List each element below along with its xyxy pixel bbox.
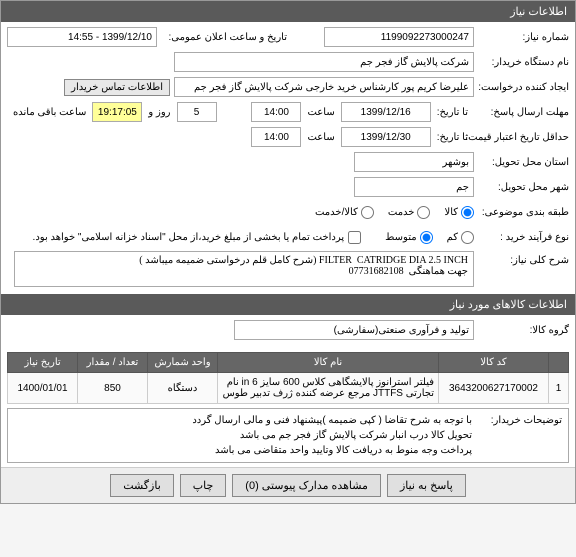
label-budget-type: طبقه بندی موضوعی: xyxy=(474,207,569,218)
items-table: کد کالا نام کالا واحد شمارش تعداد / مقدا… xyxy=(7,352,569,404)
reply-button[interactable]: پاسخ به نیاز xyxy=(387,474,466,497)
td-unit: دستگاه xyxy=(148,373,218,404)
contact-info-button[interactable]: اطلاعات تماس خریدار xyxy=(64,79,170,96)
row-budget-type: طبقه بندی موضوعی: کالا خدمت کالا/خدمت xyxy=(7,201,569,223)
radio-low[interactable] xyxy=(461,231,474,244)
label-province: استان محل تحویل: xyxy=(474,157,569,168)
td-qty: 850 xyxy=(78,373,148,404)
label-need-number: شماره نیاز: xyxy=(474,32,569,43)
th-idx xyxy=(549,353,569,373)
field-days-left: 5 xyxy=(177,102,217,122)
label-city: شهر محل تحویل: xyxy=(474,182,569,193)
table-header-row: کد کالا نام کالا واحد شمارش تعداد / مقدا… xyxy=(8,353,569,373)
row-goods-group: گروه کالا: تولید و فرآوری صنعتی(سفارشی) xyxy=(7,319,569,341)
th-date: تاریخ نیاز xyxy=(8,353,78,373)
field-deadline-time: 14:00 xyxy=(251,102,301,122)
budget-radio-group: کالا خدمت کالا/خدمت xyxy=(303,206,474,219)
label-to-date-2: تا تاریخ: xyxy=(437,132,468,143)
td-date: 1400/01/01 xyxy=(8,373,78,404)
radio-goods-service[interactable] xyxy=(361,206,374,219)
row-buyer-org: نام دستگاه خریدار: شرکت پالایش گاز فجر ج… xyxy=(7,51,569,73)
field-creator: علیرضا کریم پور کارشناس خرید خارجی شرکت … xyxy=(174,77,474,97)
table-row: 1 3643200627170002 فیلتر استرانوز پالایش… xyxy=(8,373,569,404)
field-buyer-org: شرکت پالایش گاز فجر جم xyxy=(174,52,474,72)
radio-goods-label[interactable]: کالا xyxy=(444,206,474,219)
label-public-datetime: تاریخ و ساعت اعلان عمومی: xyxy=(157,32,287,43)
label-general-desc: شرح کلی نیاز: xyxy=(474,251,569,266)
row-creator: ایجاد کننده درخواست: علیرضا کریم پور کار… xyxy=(7,76,569,98)
row-validity: حداقل تاریخ اعتبار قیمت: تا تاریخ: 1399/… xyxy=(7,126,569,148)
radio-service-text: خدمت xyxy=(388,207,415,218)
purchase-radio-group: کم متوسط xyxy=(373,231,474,244)
radio-service[interactable] xyxy=(417,206,430,219)
radio-goods-service-label[interactable]: کالا/خدمت xyxy=(315,206,374,219)
items-form-area: گروه کالا: تولید و فرآوری صنعتی(سفارشی) xyxy=(1,315,575,348)
radio-goods-text: کالا xyxy=(444,207,458,218)
field-time-left: 19:17:05 xyxy=(92,102,142,122)
label-buyer-notes: توضیحات خریدار: xyxy=(472,413,562,458)
field-goods-group: تولید و فرآوری صنعتی(سفارشی) xyxy=(234,320,474,340)
label-goods-group: گروه کالا: xyxy=(474,325,569,336)
radio-goods[interactable] xyxy=(461,206,474,219)
field-deadline-date: 1399/12/16 xyxy=(341,102,431,122)
row-city: شهر محل تحویل: جم xyxy=(7,176,569,198)
field-need-number: 1199092273000247 xyxy=(324,27,474,47)
form-area: شماره نیاز: 1199092273000247 تاریخ و ساع… xyxy=(1,22,575,294)
td-idx: 1 xyxy=(549,373,569,404)
label-purchase-type: نوع فرآیند خرید : xyxy=(474,232,569,243)
radio-service-label[interactable]: خدمت xyxy=(388,206,431,219)
row-general-desc: شرح کلی نیاز: xyxy=(7,251,569,287)
radio-low-label[interactable]: کم xyxy=(447,231,474,244)
radio-goods-service-text: کالا/خدمت xyxy=(315,207,358,218)
label-creator: ایجاد کننده درخواست: xyxy=(474,82,569,93)
row-purchase-type: نوع فرآیند خرید : کم متوسط پرداخت تمام ی… xyxy=(7,226,569,248)
radio-low-text: کم xyxy=(447,232,458,243)
label-validity: حداقل تاریخ اعتبار قیمت: xyxy=(474,132,569,143)
attachments-button[interactable]: مشاهده مدارک پیوستی (0) xyxy=(232,474,381,497)
need-info-panel: اطلاعات نیاز شماره نیاز: 119909227300024… xyxy=(0,0,576,504)
buyer-notes-box: توضیحات خریدار: با توجه به شرح تقاضا ( ک… xyxy=(7,408,569,463)
items-info-header: اطلاعات کالاهای مورد نیاز xyxy=(1,294,575,315)
radio-medium[interactable] xyxy=(420,231,433,244)
field-validity-time: 14:00 xyxy=(251,127,301,147)
label-buyer-org: نام دستگاه خریدار: xyxy=(474,57,569,68)
radio-medium-text: متوسط xyxy=(385,232,416,243)
print-button[interactable]: چاپ xyxy=(180,474,227,497)
footer-bar: پاسخ به نیاز مشاهده مدارک پیوستی (0) چاپ… xyxy=(1,467,575,503)
need-info-header: اطلاعات نیاز xyxy=(1,1,575,22)
row-deadline: مهلت ارسال پاسخ: تا تاریخ: 1399/12/16 سا… xyxy=(7,101,569,123)
label-remaining: ساعت باقی مانده xyxy=(13,107,86,118)
items-table-wrap: کد کالا نام کالا واحد شمارش تعداد / مقدا… xyxy=(7,352,569,404)
th-qty: تعداد / مقدار xyxy=(78,353,148,373)
th-code: کد کالا xyxy=(439,353,549,373)
buyer-notes-text: با توجه به شرح تقاضا ( کپی ضمیمه )پیشنها… xyxy=(14,413,472,458)
th-unit: واحد شمارش xyxy=(148,353,218,373)
th-name: نام کالا xyxy=(218,353,439,373)
field-public-datetime: 1399/12/10 - 14:55 xyxy=(7,27,157,47)
label-saat-2: ساعت xyxy=(307,132,334,143)
label-rooz: روز و xyxy=(148,107,170,118)
back-button[interactable]: بازگشت xyxy=(110,474,174,497)
row-need-number: شماره نیاز: 1199092273000247 تاریخ و ساع… xyxy=(7,26,569,48)
td-code: 3643200627170002 xyxy=(439,373,549,404)
payment-checkbox[interactable] xyxy=(348,231,361,244)
label-to-date: تا تاریخ: xyxy=(437,107,468,118)
payment-checkbox-row: پرداخت تمام یا بخشی از مبلغ خرید،از محل … xyxy=(33,231,362,244)
row-province: استان محل تحویل: بوشهر xyxy=(7,151,569,173)
field-general-desc xyxy=(14,251,474,287)
label-saat-1: ساعت xyxy=(307,107,334,118)
payment-note-text: پرداخت تمام یا بخشی از مبلغ خرید،از محل … xyxy=(33,232,345,243)
field-validity-date: 1399/12/30 xyxy=(341,127,431,147)
td-name: فیلتر استرانوز پالایشگاهی کلاس 600 سایز … xyxy=(218,373,439,404)
radio-medium-label[interactable]: متوسط xyxy=(385,231,432,244)
field-province: بوشهر xyxy=(354,152,474,172)
field-city: جم xyxy=(354,177,474,197)
label-deadline: مهلت ارسال پاسخ: xyxy=(474,107,569,118)
